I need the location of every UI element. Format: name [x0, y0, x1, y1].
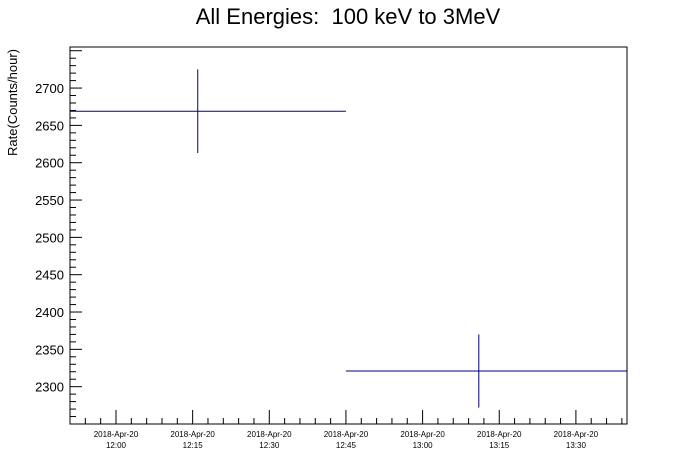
x-tick-date: 2018-Apr-20	[324, 430, 369, 439]
x-tick-date: 2018-Apr-20	[94, 430, 139, 439]
y-tick-label: 2700	[35, 81, 64, 96]
plot-frame	[69, 46, 628, 425]
x-tick-date: 2018-Apr-20	[170, 430, 215, 439]
y-tick-label: 2450	[35, 268, 64, 283]
x-tick-date: 2018-Apr-20	[247, 430, 292, 439]
y-axis-label: Rate(Counts/hour)	[5, 49, 20, 156]
chart-title: All Energies: 100 keV to 3MeV	[195, 4, 501, 29]
x-tick-time: 12:30	[259, 441, 280, 450]
data-points	[70, 69, 627, 408]
x-tick-time: 13:30	[566, 441, 587, 450]
x-tick-time: 13:00	[413, 441, 434, 450]
y-tick-label: 2400	[35, 305, 64, 320]
axes	[69, 46, 628, 425]
x-tick-date: 2018-Apr-20	[554, 430, 599, 439]
x-tick-time: 12:45	[336, 441, 357, 450]
axis-labels: 2300 2350 2400 2450 2500 2550 2600 2650 2700 2018…	[5, 49, 599, 450]
y-tick-label: 2500	[35, 230, 64, 245]
y-tick-label: 2300	[35, 380, 64, 395]
x-tick-date: 2018-Apr-20	[400, 430, 445, 439]
ticks	[69, 50, 623, 424]
y-tick-label: 2550	[35, 193, 64, 208]
x-tick-date: 2018-Apr-20	[477, 430, 522, 439]
x-tick-time: 12:00	[106, 441, 127, 450]
y-tick-label: 2600	[35, 156, 64, 171]
x-tick-time: 12:15	[183, 441, 204, 450]
y-tick-label: 2350	[35, 342, 64, 357]
x-tick-time: 13:15	[489, 441, 510, 450]
y-tick-label: 2650	[35, 118, 64, 133]
